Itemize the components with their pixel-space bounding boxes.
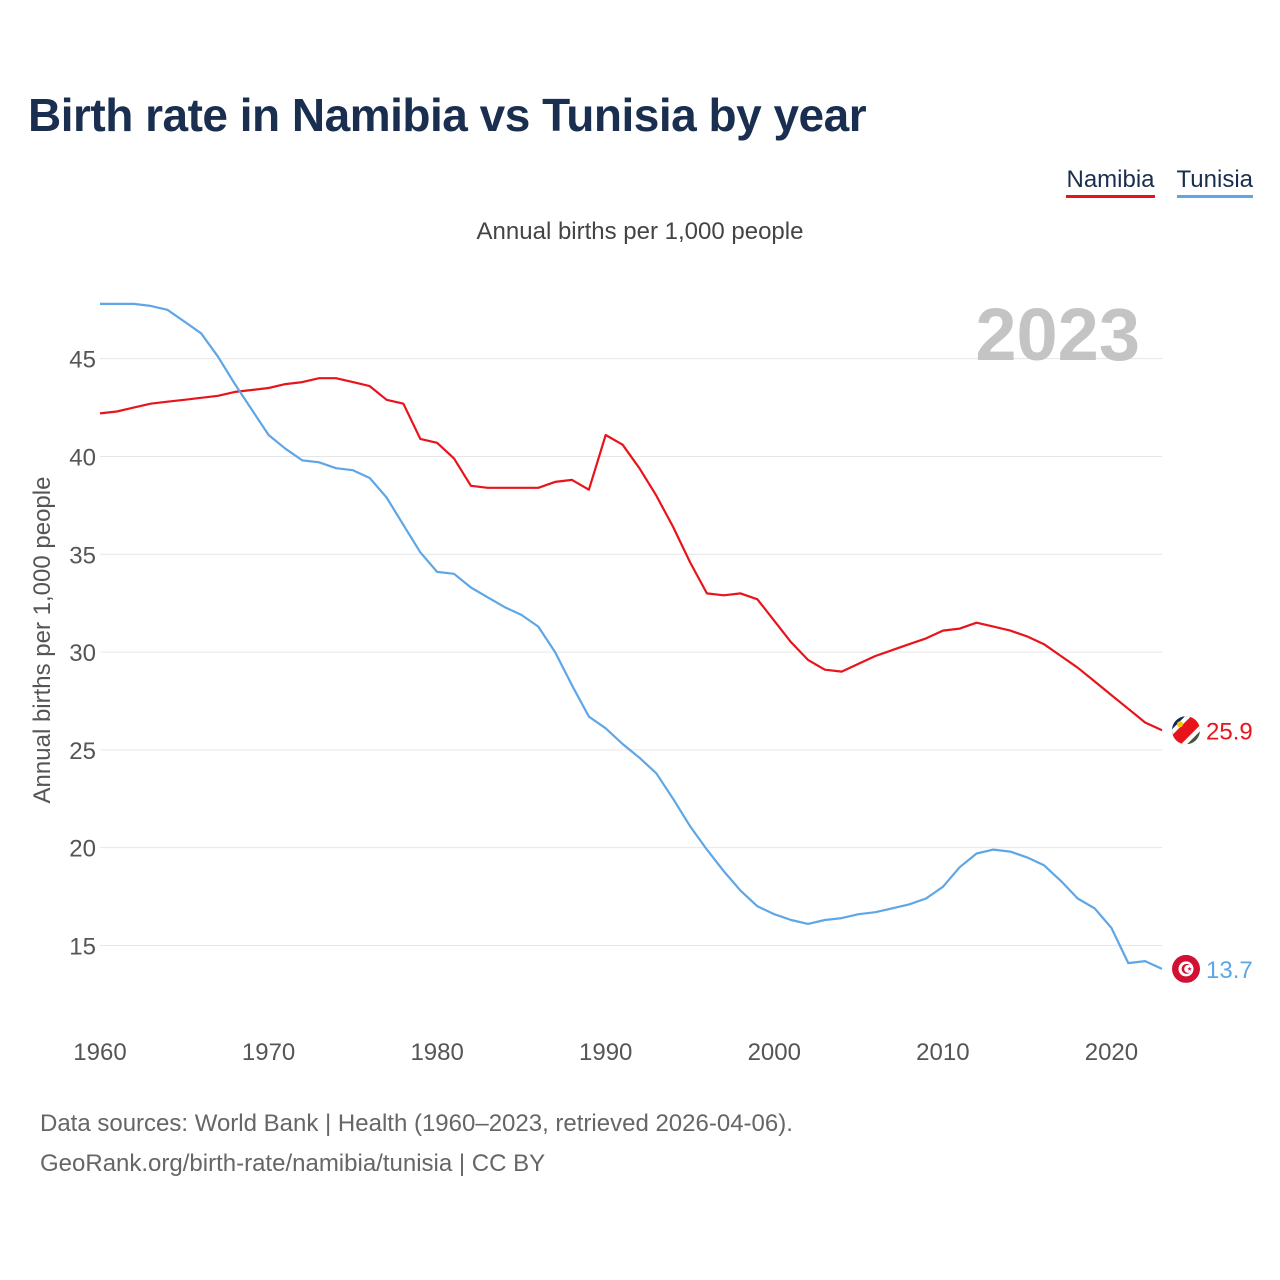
series-line-tunisia	[100, 302, 1163, 970]
y-tick-label: 40	[69, 444, 96, 471]
source-link[interactable]: GeoRank.org/birth-rate/namibia/tunisia |…	[40, 1150, 546, 1177]
legend: Namibia Tunisia	[1066, 166, 1253, 198]
y-tick-label: 35	[69, 542, 96, 569]
namibia-flag-icon	[1172, 716, 1200, 745]
x-tick-label: 2010	[916, 1039, 969, 1066]
x-tick-label: 2020	[1085, 1039, 1138, 1066]
x-tick-label: 1960	[73, 1039, 126, 1066]
x-tick-label: 1990	[579, 1039, 632, 1066]
legend-item-namibia[interactable]: Namibia	[1066, 166, 1155, 198]
chart-subtitle: Annual births per 1,000 people	[476, 218, 804, 245]
gridlines	[100, 358, 1162, 946]
x-tick-label: 1980	[410, 1039, 463, 1066]
x-axis-ticks: 1960 1970 1980 1990 2000 2010 2020	[73, 1039, 1138, 1066]
y-tick-label: 15	[69, 933, 96, 960]
series-lines	[99, 302, 1163, 970]
x-tick-label: 1970	[242, 1039, 295, 1066]
y-tick-label: 25	[69, 738, 96, 765]
x-tick-label: 2000	[748, 1039, 801, 1066]
y-axis-label: Annual births per 1,000 people	[29, 477, 56, 804]
footer: Data sources: World Bank | Health (1960–…	[40, 1104, 793, 1184]
year-watermark: 2023	[975, 293, 1140, 376]
end-value-label-namibia: 25.9	[1206, 718, 1253, 745]
series-line-namibia	[99, 377, 1163, 732]
tunisia-flag-icon	[1172, 954, 1200, 983]
chart-title: Birth rate in Namibia vs Tunisia by year	[28, 89, 867, 141]
y-tick-label: 30	[69, 640, 96, 667]
y-axis-ticks: 15 20 25 30 35 40 45	[69, 347, 96, 961]
y-tick-label: 20	[69, 836, 96, 863]
legend-item-tunisia[interactable]: Tunisia	[1176, 166, 1253, 198]
end-value-label-tunisia: 13.7	[1206, 957, 1253, 984]
y-tick-label: 45	[69, 347, 96, 374]
data-sources-text: Data sources: World Bank | Health (1960–…	[40, 1110, 793, 1137]
